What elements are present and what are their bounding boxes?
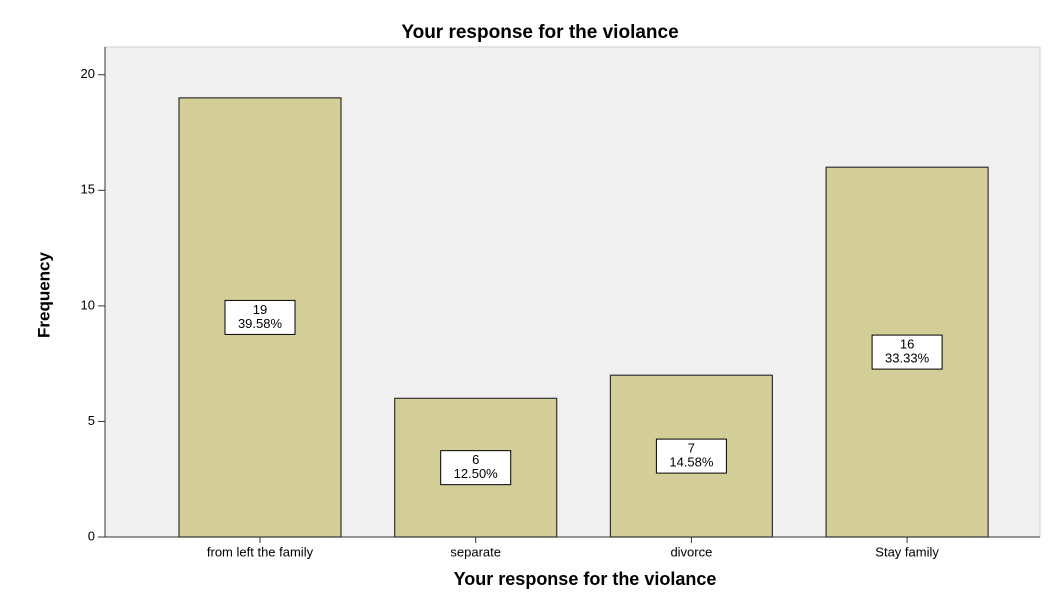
label-box [440,450,512,486]
y-tick-label: 0 [88,528,95,543]
y-tick-label: 5 [88,413,95,428]
y-tick-label: 10 [81,297,95,312]
label-box [871,334,943,370]
y-tick-label: 20 [81,66,95,81]
value-label: 16 [900,337,914,352]
x-axis-title: Your response for the violance [454,569,717,589]
value-label: 7 [688,441,695,456]
percent-label: 39.58% [238,316,283,331]
chart-title: Your response for the violance [401,22,678,43]
label-box [224,299,296,335]
percent-label: 14.58% [669,455,714,470]
x-tick-label: from left the family [207,544,314,559]
value-label: 6 [472,452,479,467]
y-axis-title: Frequency [34,251,53,338]
x-tick-label: divorce [670,544,712,559]
x-tick-label: Stay family [875,544,939,559]
value-label: 19 [253,302,267,317]
label-box [655,438,727,474]
percent-label: 12.50% [454,466,499,481]
percent-label: 33.33% [885,351,930,366]
y-tick-label: 15 [81,182,95,197]
x-tick-label: separate [450,544,501,559]
